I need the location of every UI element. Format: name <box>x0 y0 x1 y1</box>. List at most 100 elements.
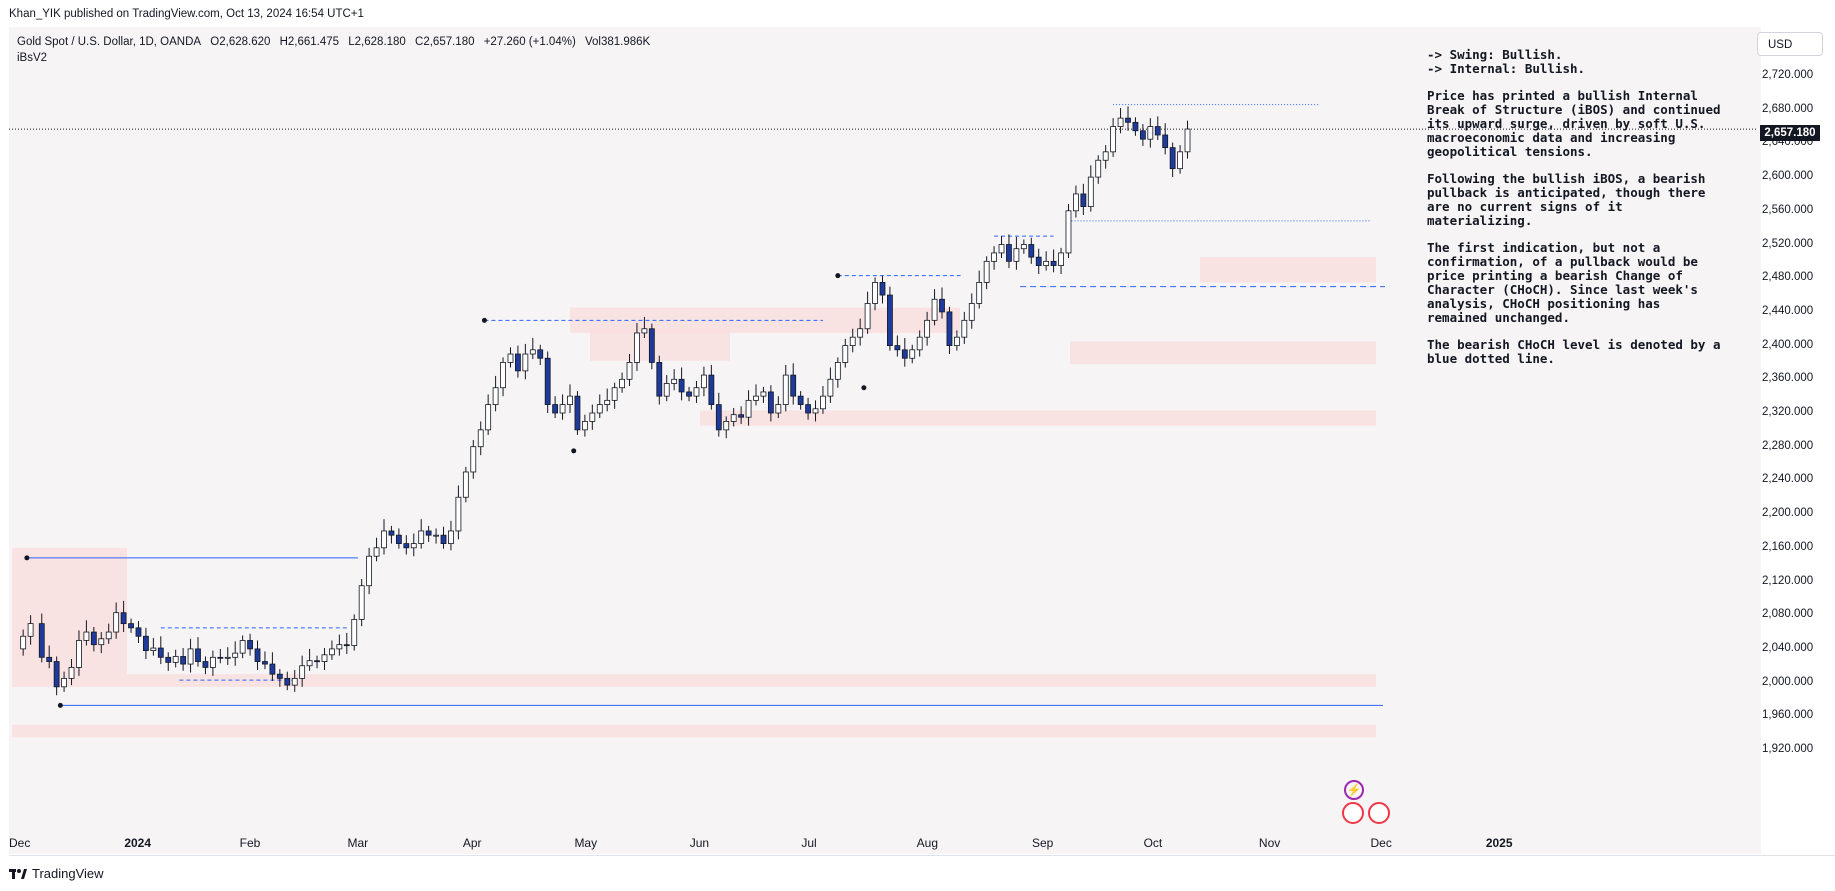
price-tick: 2,200.000 <box>1762 507 1814 520</box>
bearish-candle <box>388 530 395 536</box>
bullish-candle <box>872 282 878 304</box>
bullish-candle <box>239 640 246 654</box>
bullish-candle <box>663 383 670 397</box>
bullish-candle <box>812 408 819 414</box>
lightning-event-icon[interactable]: ⚡ <box>1344 780 1364 800</box>
time-tick: Oct <box>1143 836 1163 850</box>
bullish-candle <box>381 530 387 549</box>
bullish-candle <box>641 328 648 334</box>
bearish-candle <box>901 349 908 359</box>
supply-demand-zone <box>12 674 1376 687</box>
bearish-candle <box>128 623 134 629</box>
bearish-candle <box>1132 121 1139 132</box>
time-tick: May <box>574 836 598 850</box>
time-tick: Apr <box>462 836 482 850</box>
bearish-candle <box>395 534 402 544</box>
bullish-candle <box>1102 151 1109 161</box>
bearish-candle <box>440 534 447 544</box>
bullish-candle <box>209 656 216 668</box>
bullish-candle <box>1020 244 1027 250</box>
tradingview-logo[interactable]: TradingView <box>9 866 104 881</box>
bearish-candle <box>425 530 432 536</box>
time-tick: 2025 <box>1485 836 1513 850</box>
time-tick: Dec <box>1370 836 1392 850</box>
bearish-candle <box>1080 193 1087 207</box>
bearish-candle <box>90 631 97 646</box>
bullish-candle <box>366 555 373 587</box>
price-tick: 2,520.000 <box>1762 237 1814 250</box>
currency-button[interactable]: USD <box>1757 32 1823 56</box>
bullish-candle <box>329 648 335 656</box>
chart-bottom-border <box>9 855 1835 856</box>
bullish-candle <box>753 395 759 401</box>
bullish-candle <box>730 414 737 422</box>
us-flag-event-icon-2[interactable] <box>1368 802 1390 824</box>
bullish-candle <box>373 547 380 557</box>
analysis-notes: -> Swing: Bullish. -> Internal: Bullish.… <box>1427 48 1727 379</box>
bullish-candle <box>187 648 194 665</box>
bearish-candle <box>247 640 253 650</box>
supply-demand-zone <box>1070 341 1376 365</box>
bullish-candle <box>782 374 789 405</box>
time-tick: Sep <box>1032 836 1054 850</box>
symbol-name[interactable]: Gold Spot / U.S. Dollar, 1D, OANDA <box>17 36 202 48</box>
bullish-candle <box>232 652 239 658</box>
bullish-candle <box>306 660 313 667</box>
price-tick: 2,360.000 <box>1762 372 1814 385</box>
price-tick: 2,040.000 <box>1762 641 1814 654</box>
bearish-candle <box>686 391 692 397</box>
bearish-candle <box>552 404 559 414</box>
close-value: C2,657.180 <box>415 36 475 48</box>
bullish-candle <box>1065 210 1072 254</box>
volume-value: Vol381.986K <box>584 36 651 48</box>
chart-plot-area[interactable] <box>9 27 1761 854</box>
bearish-candle <box>1028 244 1035 258</box>
bearish-candle <box>1169 147 1176 170</box>
bullish-candle <box>775 404 782 414</box>
price-tick: 1,920.000 <box>1762 743 1814 755</box>
bullish-candle <box>68 667 75 679</box>
bullish-candle <box>581 421 588 431</box>
supply-demand-zone <box>590 328 730 361</box>
bearish-candle <box>887 294 893 346</box>
bullish-candle <box>857 328 864 338</box>
bearish-candle <box>1050 260 1057 266</box>
price-tick: 2,320.000 <box>1762 406 1814 418</box>
bullish-candle <box>61 677 67 688</box>
bullish-candle <box>455 496 462 532</box>
bearish-candle <box>38 623 45 658</box>
bullish-candle <box>834 362 841 380</box>
bullish-candle <box>1184 128 1191 153</box>
bullish-candle <box>1013 248 1020 262</box>
bullish-candle <box>567 395 573 405</box>
price-tick: 2,120.000 <box>1762 574 1814 587</box>
price-tick: 1,960.000 <box>1762 709 1814 722</box>
swing-point <box>861 385 867 391</box>
bullish-candle <box>842 345 849 363</box>
bullish-candle <box>150 647 157 651</box>
bearish-candle <box>946 311 953 346</box>
bullish-candle <box>507 353 514 363</box>
bullish-candle <box>20 635 27 650</box>
bullish-candle <box>604 399 611 405</box>
swing-point <box>57 702 63 708</box>
note-pullback: Following the bullish iBOS, a bearish pu… <box>1427 171 1706 228</box>
time-tick: Aug <box>916 836 939 850</box>
bullish-candle <box>27 623 34 637</box>
last-price-label: 2,657.180 <box>1760 125 1820 141</box>
indicator-label[interactable]: iBsV2 <box>17 52 48 64</box>
bearish-candle <box>195 648 201 662</box>
bullish-candle <box>172 656 179 663</box>
bullish-candle <box>477 429 484 448</box>
bullish-candle <box>1117 117 1124 127</box>
bullish-candle <box>745 399 752 418</box>
bullish-candle <box>492 387 499 405</box>
price-tick: 2,080.000 <box>1762 608 1814 621</box>
bullish-candle <box>559 404 566 414</box>
time-tick: Jul <box>801 836 817 850</box>
bullish-candle <box>991 252 997 262</box>
us-flag-event-icon[interactable] <box>1342 802 1364 824</box>
bullish-candle <box>827 378 834 397</box>
bullish-candle <box>693 387 700 397</box>
